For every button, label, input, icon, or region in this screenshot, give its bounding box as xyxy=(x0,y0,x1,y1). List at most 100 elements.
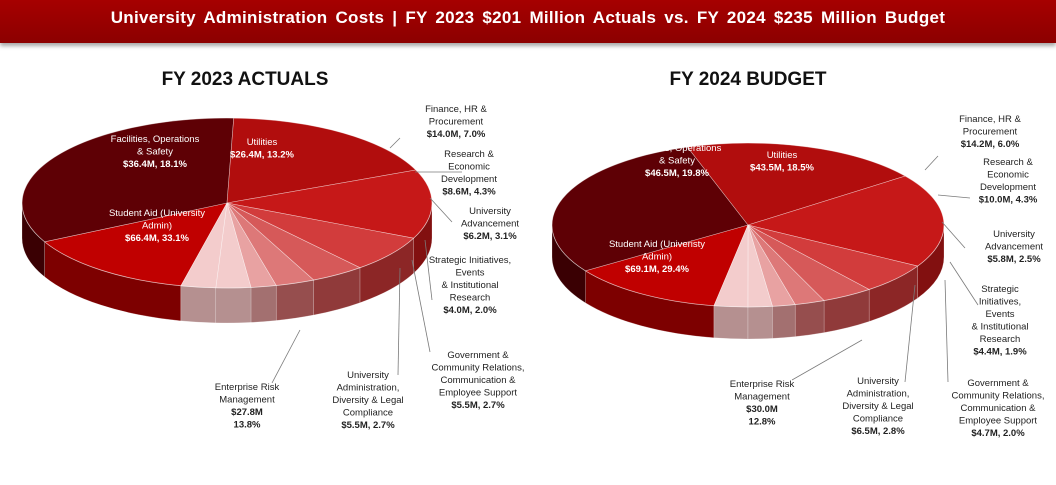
label-line: Finance, HR & xyxy=(425,104,487,115)
pie-rim xyxy=(21,117,433,289)
label-text: Student Aid (University Admin) $66.4M, 33.… xyxy=(109,208,205,244)
data-label-university-administration-diversity-legal-compliance: University Administration, Diversity & Leg… xyxy=(332,267,404,431)
data-label-facilities-operations-safety: Facilities, Operations & Safety $36.4M, 18… xyxy=(111,134,200,170)
label-line: Admin) xyxy=(642,252,672,263)
label-line: Communication & xyxy=(441,375,517,386)
label-line: Community Relations, xyxy=(432,363,525,374)
label-line: Enterprise Risk xyxy=(730,379,795,390)
pie-slice-utilities xyxy=(226,169,433,239)
label-text: Research & Economic Development $10.0M, 4.3… xyxy=(979,157,1038,206)
pie-side-strategic-initiatives-events-institutional-research xyxy=(250,285,277,323)
label-line: Administration, xyxy=(847,389,910,400)
label-value: $30.0M xyxy=(746,404,778,415)
pie-side-university-administration-diversity-legal-compliance xyxy=(713,305,749,340)
label-line: University xyxy=(347,370,389,381)
label-value: $5.8M, 2.5% xyxy=(987,254,1041,265)
label-line: Events xyxy=(455,268,484,279)
pie-fy2023 xyxy=(21,117,433,324)
label-text: Student Aid (Univeristy Admin) $69.1M, 29.… xyxy=(609,239,705,275)
data-label-enterprise-risk-management: Enterprise Risk Management $27.8M 13.8% xyxy=(215,329,301,431)
label-text: Government & Community Relations, Communic… xyxy=(432,350,525,411)
pie-side-strategic-initiatives-events-institutional-research xyxy=(772,304,796,339)
leader-line xyxy=(397,267,401,376)
label-value: $27.8M xyxy=(231,407,263,418)
label-line: Community Relations, xyxy=(952,391,1045,402)
data-label-research-economic-development: Research & Economic Development $10.0M, 4.3… xyxy=(937,157,1038,206)
data-label-utilities: Utilities $26.4M, 13.2% xyxy=(230,137,294,161)
label-text: Utilities $26.4M, 13.2% xyxy=(230,137,294,161)
label-line: & Institutional xyxy=(971,322,1028,333)
data-label-government-community-relations-communication-employee-support: Government & Community Relations, Communic… xyxy=(944,279,1045,439)
label-text: University Administration, Diversity & Leg… xyxy=(332,370,403,431)
label-line: Facilities, Operations xyxy=(111,134,200,145)
label-line: Advancement xyxy=(985,242,1043,253)
label-value: $43.5M, 18.5% xyxy=(750,163,814,174)
leader-line xyxy=(941,221,966,249)
label-line: Events xyxy=(985,309,1014,320)
label-line: Research xyxy=(450,293,491,304)
pie-slice-student-aid-university-admin xyxy=(21,117,235,243)
label-line: Research & xyxy=(983,157,1033,168)
label-line: Government & xyxy=(967,378,1029,389)
data-label-facilities-operations-safety: Facilities, Operations & Safety $46.5M, 19… xyxy=(633,143,722,179)
data-label-finance-hr-procurement: Finance, HR & Procurement $14.2M, 6.0% xyxy=(924,114,1022,171)
label-line: Development xyxy=(980,182,1036,193)
data-label-university-advancement: University Advancement $5.8M, 2.5% xyxy=(941,221,1043,265)
label-line: Facilities, Operations xyxy=(633,143,722,154)
label-text: Research & Economic Development $8.6M, 4.3% xyxy=(441,149,497,198)
leader-line xyxy=(429,197,453,223)
label-line: Compliance xyxy=(343,408,393,419)
label-line: Advancement xyxy=(461,219,519,230)
label-line: Student Aid (Univeristy xyxy=(609,239,705,250)
label-line: Research xyxy=(980,334,1021,345)
label-value: $26.4M, 13.2% xyxy=(230,150,294,161)
data-label-strategic-initiatives-events-institutional-research: Strategic Initiatives, Events & Institutio… xyxy=(424,239,511,316)
labels-fy2023: Enterprise Risk Management $27.8M 13.8% Stud… xyxy=(109,104,525,431)
label-line: Diversity & Legal xyxy=(842,401,913,412)
pie-side-university-administration-diversity-legal-compliance xyxy=(180,285,216,324)
label-line: Development xyxy=(441,174,497,185)
label-value: $14.2M, 6.0% xyxy=(961,139,1020,150)
label-text: Enterprise Risk Management $30.0M 12.8% xyxy=(730,379,795,428)
data-label-finance-hr-procurement: Finance, HR & Procurement $14.0M, 7.0% xyxy=(389,104,488,149)
label-line: Economic xyxy=(987,170,1029,181)
leader-line xyxy=(791,339,863,381)
label-line: University xyxy=(993,229,1035,240)
label-line: & Institutional xyxy=(441,280,498,291)
label-line: Procurement xyxy=(429,117,484,128)
pie-side-walls xyxy=(551,224,945,340)
label-text: Strategic Initiatives, Events & Institution… xyxy=(971,284,1028,358)
data-label-utilities: Utilities $43.5M, 18.5% xyxy=(750,150,814,174)
pie-slice-student-aid-univeristy-admin xyxy=(551,146,749,272)
label-text: University Advancement $6.2M, 3.1% xyxy=(461,206,519,242)
label-line: Procurement xyxy=(963,127,1018,138)
data-label-research-economic-development: Research & Economic Development $8.6M, 4.3% xyxy=(415,149,497,198)
leader-line xyxy=(271,329,301,384)
label-line: & Safety xyxy=(659,156,695,167)
label-percent: 13.8% xyxy=(234,420,261,431)
label-value: $46.5M, 19.8% xyxy=(645,168,709,179)
label-line: Enterprise Risk xyxy=(215,382,280,393)
data-label-government-community-relations-communication-employee-support: Government & Community Relations, Communic… xyxy=(411,259,525,411)
label-value: $69.1M, 29.4% xyxy=(625,264,689,275)
label-line: Employee Support xyxy=(959,416,1038,427)
leader-line xyxy=(949,261,979,306)
label-text: Strategic Initiatives, Events & Institutio… xyxy=(429,255,511,316)
pie-side-walls xyxy=(21,202,433,324)
pie-slice-utilities xyxy=(746,175,945,267)
header-banner: University Administration Costs | FY 202… xyxy=(0,0,1056,43)
leader-line xyxy=(904,284,916,383)
label-line: Compliance xyxy=(853,414,903,425)
label-line: Strategic Initiatives, xyxy=(429,255,511,266)
label-text: University Advancement $5.8M, 2.5% xyxy=(985,229,1043,265)
label-percent: 12.8% xyxy=(749,417,776,428)
label-text: Utilities $43.5M, 18.5% xyxy=(750,150,814,174)
pie-slice-university-administration-diversity-legal-compliance xyxy=(713,224,749,308)
leader-line xyxy=(411,259,431,353)
leader-line xyxy=(924,155,939,171)
label-value: $5.5M, 2.7% xyxy=(451,400,505,411)
pie-side-university-advancement xyxy=(794,300,825,337)
label-line: Employee Support xyxy=(439,388,518,399)
data-label-university-administration-diversity-legal-compliance: University Administration, Diversity & Leg… xyxy=(842,284,916,437)
